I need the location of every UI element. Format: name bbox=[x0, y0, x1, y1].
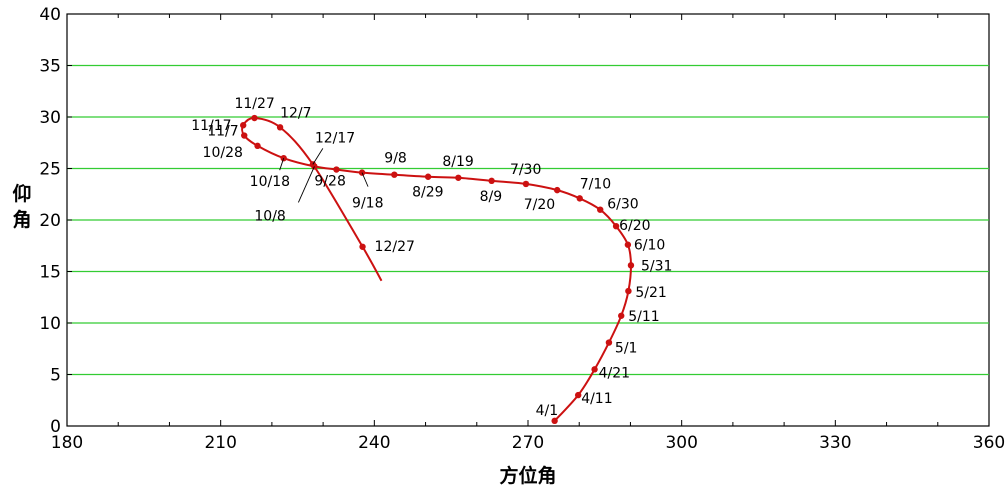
data-point bbox=[606, 339, 612, 345]
leader-line bbox=[298, 166, 314, 202]
data-point bbox=[277, 124, 283, 130]
y-tick-label: 35 bbox=[39, 57, 61, 77]
point-label: 8/29 bbox=[412, 185, 443, 201]
point-label: 12/27 bbox=[375, 239, 415, 255]
data-point bbox=[359, 244, 365, 250]
data-point bbox=[554, 187, 560, 193]
data-point bbox=[628, 262, 634, 268]
point-label: 10/28 bbox=[203, 145, 243, 161]
x-axis-title: 方位角 bbox=[499, 464, 556, 487]
data-point bbox=[618, 313, 624, 319]
y-tick-label: 40 bbox=[39, 5, 61, 25]
y-tick-label: 30 bbox=[39, 108, 61, 128]
x-tick-label: 210 bbox=[204, 433, 236, 453]
point-label: 5/21 bbox=[635, 285, 666, 301]
data-point bbox=[425, 174, 431, 180]
point-label: 7/20 bbox=[524, 197, 555, 213]
data-point bbox=[625, 288, 631, 294]
point-label: 8/19 bbox=[442, 154, 473, 170]
y-tick-label: 10 bbox=[39, 314, 61, 334]
data-point bbox=[241, 132, 247, 138]
x-tick-label: 360 bbox=[973, 433, 1005, 453]
point-label: 4/1 bbox=[536, 403, 559, 419]
point-label: 6/30 bbox=[607, 197, 638, 213]
data-point bbox=[597, 207, 603, 213]
data-point bbox=[359, 169, 365, 175]
point-label: 5/1 bbox=[615, 341, 638, 357]
y-axis-title-char: 角 bbox=[12, 208, 31, 231]
point-label: 8/9 bbox=[480, 189, 503, 205]
data-point bbox=[523, 181, 529, 187]
x-tick-label: 300 bbox=[665, 433, 697, 453]
point-label: 10/8 bbox=[254, 208, 285, 224]
data-point bbox=[488, 178, 494, 184]
x-ticks: 180 210 240 270 300 330 360 bbox=[51, 14, 1005, 453]
point-label: 12/7 bbox=[280, 105, 311, 121]
data-point bbox=[455, 175, 461, 181]
point-label: 6/10 bbox=[634, 238, 665, 254]
point-label: 5/31 bbox=[641, 258, 672, 274]
point-label: 6/20 bbox=[619, 218, 650, 234]
y-tick-label: 0 bbox=[50, 417, 61, 437]
point-label: 9/28 bbox=[314, 174, 345, 190]
data-point bbox=[254, 143, 260, 149]
series-line bbox=[242, 118, 631, 421]
data-point bbox=[577, 195, 583, 201]
point-label: 7/30 bbox=[510, 162, 541, 178]
y-axis-title: 仰角 bbox=[12, 182, 31, 231]
data-point bbox=[591, 366, 597, 372]
data-point bbox=[251, 115, 257, 121]
data-point bbox=[391, 171, 397, 177]
point-label: 11/17 bbox=[191, 118, 231, 134]
point-label: 9/18 bbox=[352, 196, 383, 212]
point-label: 7/10 bbox=[580, 176, 611, 192]
y-tick-label: 5 bbox=[50, 366, 61, 386]
grid bbox=[67, 66, 989, 375]
point-label: 5/11 bbox=[628, 309, 659, 325]
x-tick-label: 330 bbox=[819, 433, 851, 453]
point-label: 10/18 bbox=[250, 174, 290, 190]
point-label: 12/17 bbox=[315, 130, 355, 146]
data-point bbox=[310, 161, 316, 167]
data-point bbox=[240, 122, 246, 128]
y-tick-label: 15 bbox=[39, 263, 61, 283]
point-label: 9/8 bbox=[384, 151, 407, 167]
point-labels: 4/1 4/11 4/21 5/1 5/11 5/21 5/31 6/10 6/20 6/30 7/… bbox=[191, 96, 672, 419]
y-tick-label: 20 bbox=[39, 211, 61, 231]
x-tick-label: 270 bbox=[512, 433, 544, 453]
point-label: 4/11 bbox=[581, 391, 612, 407]
point-label: 4/21 bbox=[599, 365, 630, 381]
y-tick-label: 25 bbox=[39, 160, 61, 180]
data-point bbox=[625, 242, 631, 248]
series bbox=[240, 115, 634, 424]
point-label: 11/27 bbox=[234, 96, 274, 112]
x-tick-label: 240 bbox=[358, 433, 390, 453]
data-point bbox=[333, 166, 339, 172]
leader-line bbox=[362, 173, 368, 187]
leader-line bbox=[313, 148, 323, 164]
y-axis-title-char: 仰 bbox=[12, 182, 31, 205]
